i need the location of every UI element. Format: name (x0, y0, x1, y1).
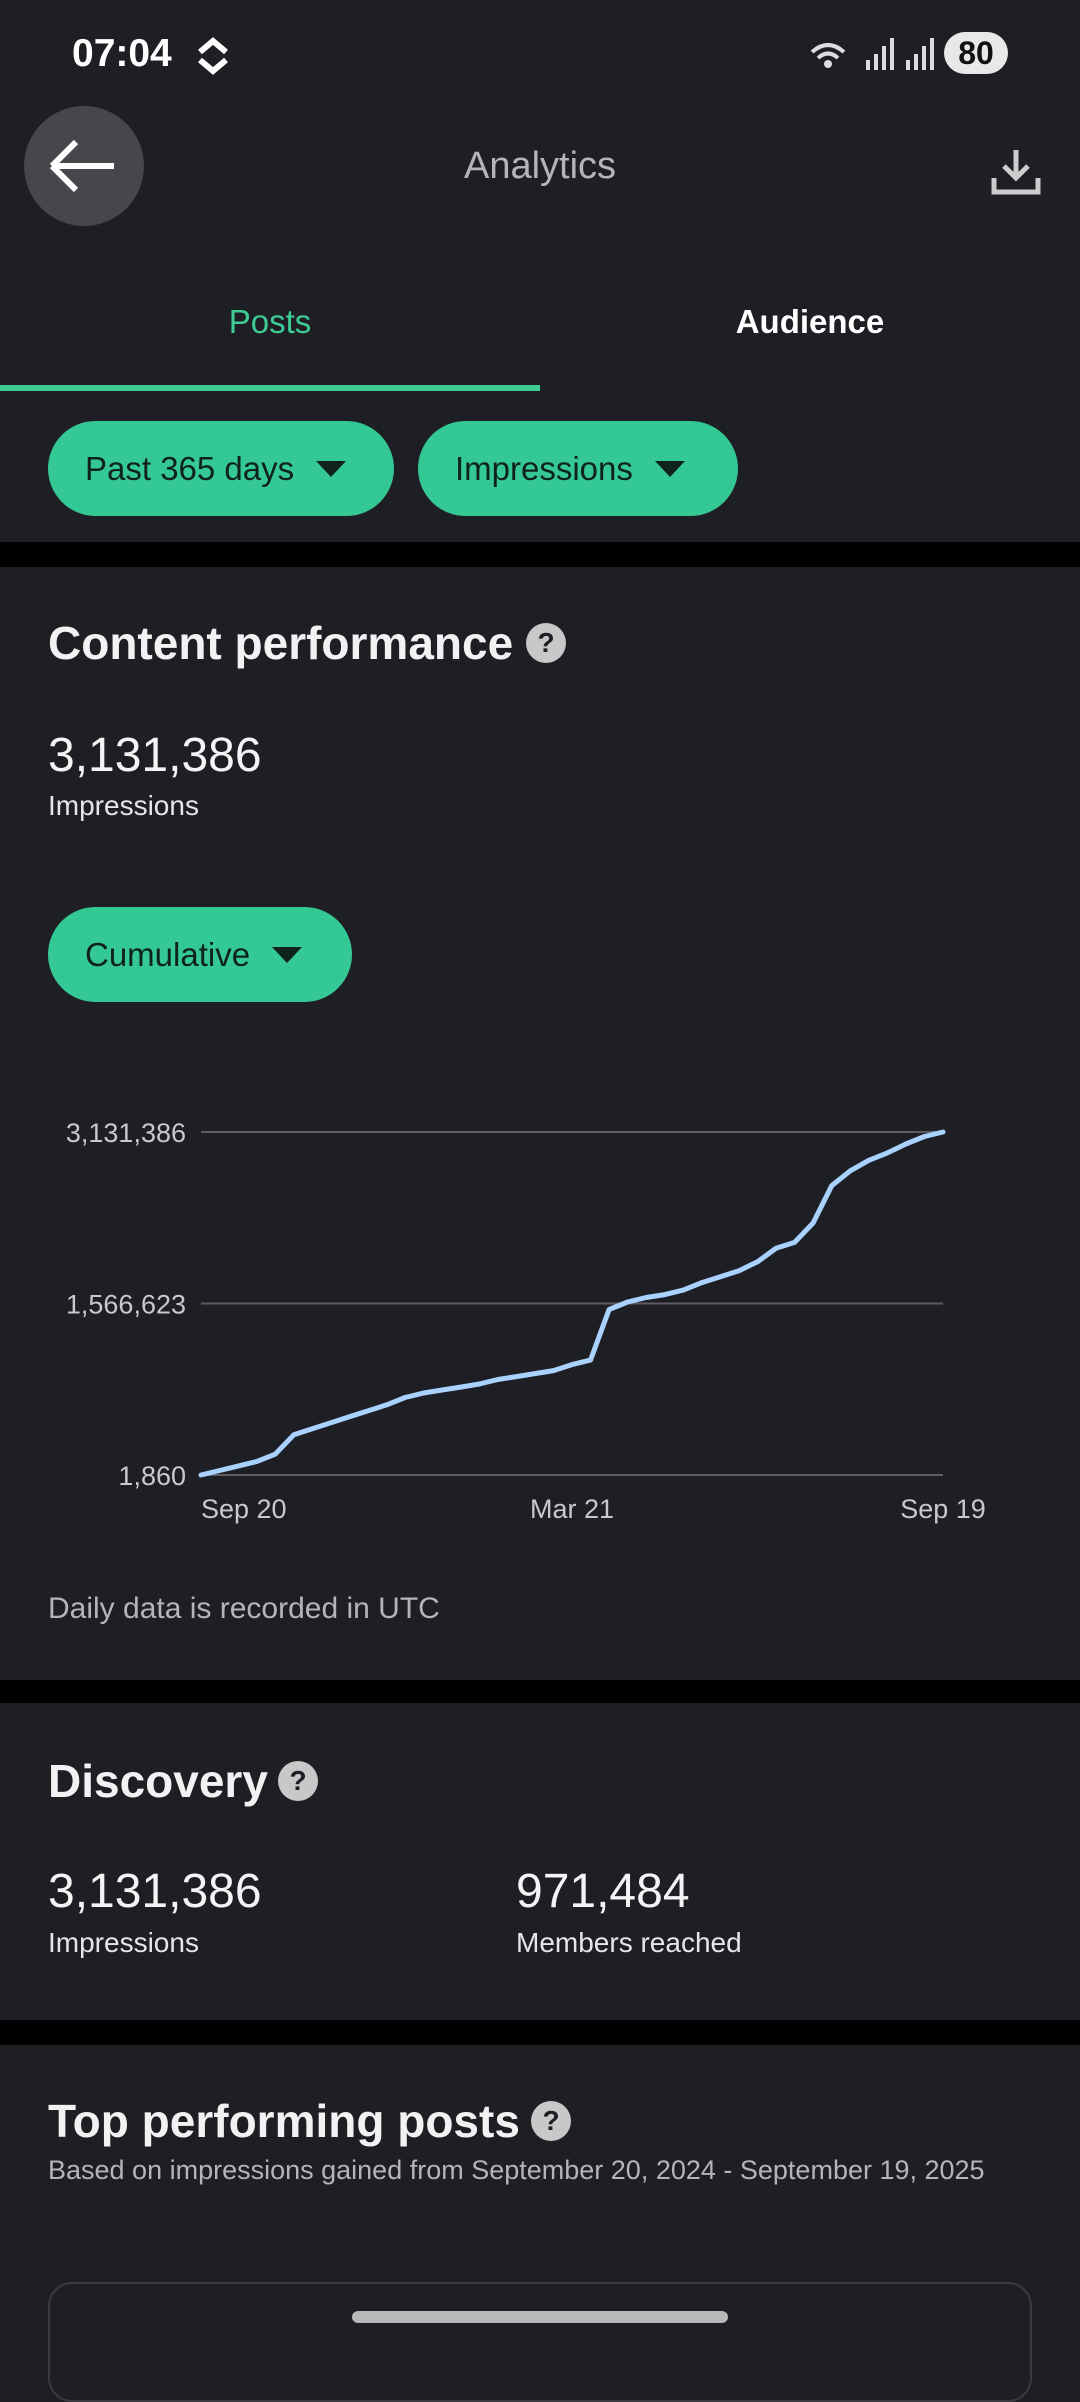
x-tick-label: Sep 19 (900, 1494, 986, 1524)
svg-text:?: ? (542, 2105, 559, 2136)
mode-chip[interactable]: Cumulative (48, 907, 352, 1002)
svg-text:?: ? (537, 627, 554, 658)
filter-chip[interactable]: Impressions (418, 421, 738, 516)
screen: { "status_bar": {"time": "07:04", "batte… (0, 32, 1080, 2402)
y-tick-label: 3,131,386 (66, 1118, 186, 1148)
tab-posts[interactable]: Posts (228, 303, 312, 340)
chart-note: Daily data is recorded in UTC (48, 1592, 440, 1625)
chip-label: Cumulative (85, 935, 251, 973)
section-divider (0, 542, 1080, 567)
total-value: 3,131,386 (48, 729, 262, 782)
help-icon[interactable]: ? (277, 1760, 319, 1802)
data-line (198, 1129, 946, 1478)
back-button[interactable] (24, 106, 144, 226)
sync-icon (198, 37, 228, 75)
x-tick-label: Mar 21 (530, 1494, 614, 1524)
section-title: Content performance (48, 617, 514, 669)
section-divider (0, 2020, 1080, 2045)
signal-icons (810, 38, 934, 70)
post-card[interactable] (48, 2282, 1032, 2402)
section-title: Top performing posts (48, 2095, 520, 2147)
total-label: Impressions (48, 790, 199, 821)
metric-value: 3,131,386 (48, 1865, 262, 1918)
dropdown-icon (654, 460, 685, 477)
tab-audience[interactable]: Audience (735, 303, 885, 340)
section-title: Discovery (48, 1755, 268, 1807)
svg-text:?: ? (289, 1765, 306, 1796)
chip-label: Past 365 days (85, 449, 295, 487)
download-button[interactable] (988, 144, 1044, 200)
metric-label: Impressions (48, 1927, 199, 1958)
y-tick-label: 1,566,623 (66, 1290, 186, 1320)
x-tick-label: Sep 20 (201, 1494, 287, 1524)
section-divider (0, 1680, 1080, 1703)
home-indicator (352, 2311, 728, 2323)
page-title: Analytics (463, 145, 617, 187)
dropdown-icon (272, 946, 303, 963)
chart: 1,860 1,566,623 3,131,386 Sep 20 Mar 21 Sep 1… (66, 1118, 986, 1524)
status-time: 07:04 (72, 32, 172, 75)
metric-value: 971,484 (516, 1865, 690, 1918)
filter-chip[interactable]: Past 365 days (48, 421, 394, 516)
battery: 80 (944, 32, 1008, 74)
dropdown-icon (316, 460, 347, 477)
y-tick-label: 1,860 (118, 1461, 186, 1491)
chip-label: Impressions (455, 449, 633, 487)
tab-indicator (0, 385, 540, 391)
help-icon[interactable]: ? (530, 2100, 572, 2142)
help-icon[interactable]: ? (525, 622, 567, 664)
metric-label: Members reached (516, 1927, 742, 1958)
section-subtitle: Based on impressions gained from Septemb… (48, 2155, 985, 2185)
